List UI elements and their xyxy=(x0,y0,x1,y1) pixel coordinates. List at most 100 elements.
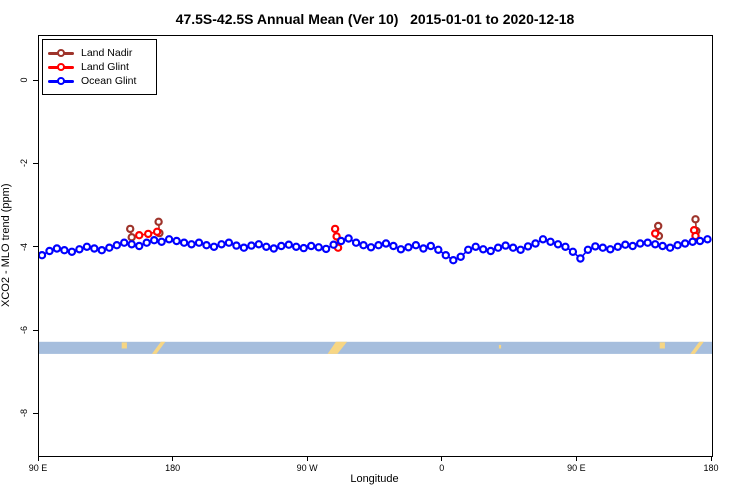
data-point-ocean-glint xyxy=(449,255,458,265)
y-axis-tick xyxy=(33,329,38,331)
data-point-ocean-glint xyxy=(239,243,249,252)
series-land-nadir xyxy=(125,215,701,242)
y-axis-tick xyxy=(33,412,38,414)
data-point-land-glint xyxy=(651,229,660,238)
data-point-ocean-glint xyxy=(269,244,278,253)
data-point-ocean-glint xyxy=(232,241,241,250)
data-point-ocean-glint xyxy=(164,235,174,244)
y-axis-tick-label: -6 xyxy=(19,326,29,335)
legend-label: Land Nadir xyxy=(81,47,133,59)
data-point-ocean-glint xyxy=(172,236,181,246)
data-point-ocean-glint xyxy=(45,246,54,256)
chart-canvas xyxy=(39,215,712,354)
data-point-ocean-glint xyxy=(538,235,548,244)
map-band-land-new-zealand xyxy=(151,341,166,354)
data-point-ocean-glint xyxy=(404,243,413,252)
map-band-land-prince-edward-islands xyxy=(498,344,502,349)
data-point-ocean-glint xyxy=(643,238,652,247)
x-axis-tick xyxy=(710,456,712,461)
data-point-ocean-glint xyxy=(254,240,263,249)
data-point-ocean-glint xyxy=(284,240,293,249)
data-point-ocean-glint xyxy=(67,247,77,256)
data-point-ocean-glint xyxy=(441,250,450,260)
data-point-ocean-glint xyxy=(613,242,623,251)
data-point-ocean-glint xyxy=(419,244,428,253)
x-axis-tick-label: 180 xyxy=(703,463,719,473)
data-point-ocean-glint xyxy=(277,241,286,251)
y-axis-tick-label: -4 xyxy=(19,242,29,251)
data-point-ocean-glint xyxy=(194,238,204,247)
data-point-land-nadir xyxy=(127,233,136,242)
data-point-land-nadir xyxy=(654,221,663,231)
data-point-ocean-glint xyxy=(665,243,675,252)
data-point-ocean-glint xyxy=(329,240,338,249)
data-point-ocean-glint xyxy=(680,239,690,248)
data-point-ocean-glint xyxy=(217,240,226,249)
data-point-ocean-glint xyxy=(508,243,518,252)
data-point-ocean-glint xyxy=(381,239,391,248)
data-point-ocean-glint xyxy=(695,236,705,246)
data-point-ocean-glint xyxy=(374,240,383,250)
data-point-ocean-glint xyxy=(396,245,406,254)
data-point-ocean-glint xyxy=(149,235,159,245)
data-point-ocean-glint xyxy=(561,242,570,251)
data-point-ocean-glint xyxy=(523,242,533,251)
data-point-ocean-glint xyxy=(591,242,600,251)
y-axis-tick-label: -2 xyxy=(19,159,29,168)
data-point-ocean-glint xyxy=(336,236,346,246)
data-point-ocean-glint xyxy=(119,238,129,247)
data-point-ocean-glint xyxy=(344,234,353,243)
data-point-ocean-glint xyxy=(127,240,136,249)
legend-label: Land Glint xyxy=(81,61,129,73)
x-axis-tick xyxy=(306,456,308,461)
x-axis-tick xyxy=(37,456,39,461)
data-point-ocean-glint xyxy=(636,239,645,248)
data-point-ocean-glint xyxy=(531,239,540,248)
data-point-ocean-glint xyxy=(299,243,308,253)
map-band-land-new-zealand-2 xyxy=(690,341,704,354)
y-axis-tick xyxy=(33,79,38,81)
data-point-ocean-glint xyxy=(411,240,421,250)
data-point-land-glint xyxy=(134,230,144,240)
data-point-ocean-glint xyxy=(262,242,271,251)
data-point-ocean-glint xyxy=(688,237,697,246)
y-axis-tick xyxy=(33,246,38,248)
data-point-ocean-glint xyxy=(628,241,637,251)
y-axis-tick-label: 0 xyxy=(19,77,29,83)
data-point-ocean-glint xyxy=(52,244,62,253)
x-axis-tick xyxy=(575,456,577,461)
data-point-ocean-glint xyxy=(97,245,107,255)
data-point-ocean-glint xyxy=(202,240,211,250)
data-point-ocean-glint xyxy=(471,242,480,251)
chart-title: 47.5S-42.5S Annual Mean (Ver 10) 2015-01… xyxy=(175,11,575,27)
map-band-land-tasmania xyxy=(121,342,127,349)
data-point-ocean-glint xyxy=(75,245,84,254)
data-point-ocean-glint xyxy=(112,240,122,250)
data-point-ocean-glint xyxy=(82,242,92,251)
data-point-ocean-glint xyxy=(658,241,667,251)
series-land-glint xyxy=(134,224,700,252)
legend: Land Nadir Land Glint Ocean Glint xyxy=(42,39,157,95)
data-point-ocean-glint xyxy=(606,245,615,254)
data-point-ocean-glint xyxy=(389,241,398,251)
data-point-ocean-glint xyxy=(39,251,47,260)
data-point-ocean-glint xyxy=(209,242,219,251)
legend-item-land-glint: Land Glint xyxy=(48,60,150,74)
data-point-ocean-glint xyxy=(621,240,630,249)
plot-area: Land Nadir Land Glint Ocean Glint xyxy=(38,35,713,457)
data-point-ocean-glint xyxy=(673,240,682,250)
x-axis-tick-label: 90 E xyxy=(28,463,48,473)
data-point-ocean-glint xyxy=(314,243,323,252)
legend-item-land-nadir: Land Nadir xyxy=(48,46,150,60)
data-point-ocean-glint xyxy=(142,238,151,247)
x-axis-title: Longitude xyxy=(350,473,399,485)
data-point-ocean-glint xyxy=(568,247,578,256)
data-point-land-glint xyxy=(152,227,162,236)
data-point-ocean-glint xyxy=(321,244,331,254)
data-point-land-glint xyxy=(143,229,153,239)
data-point-ocean-glint xyxy=(464,245,473,254)
x-axis-tick-label: 0 xyxy=(439,463,445,473)
x-axis-tick-label: 90 W xyxy=(296,463,318,473)
data-point-ocean-glint xyxy=(179,238,189,247)
data-point-ocean-glint xyxy=(90,244,99,253)
